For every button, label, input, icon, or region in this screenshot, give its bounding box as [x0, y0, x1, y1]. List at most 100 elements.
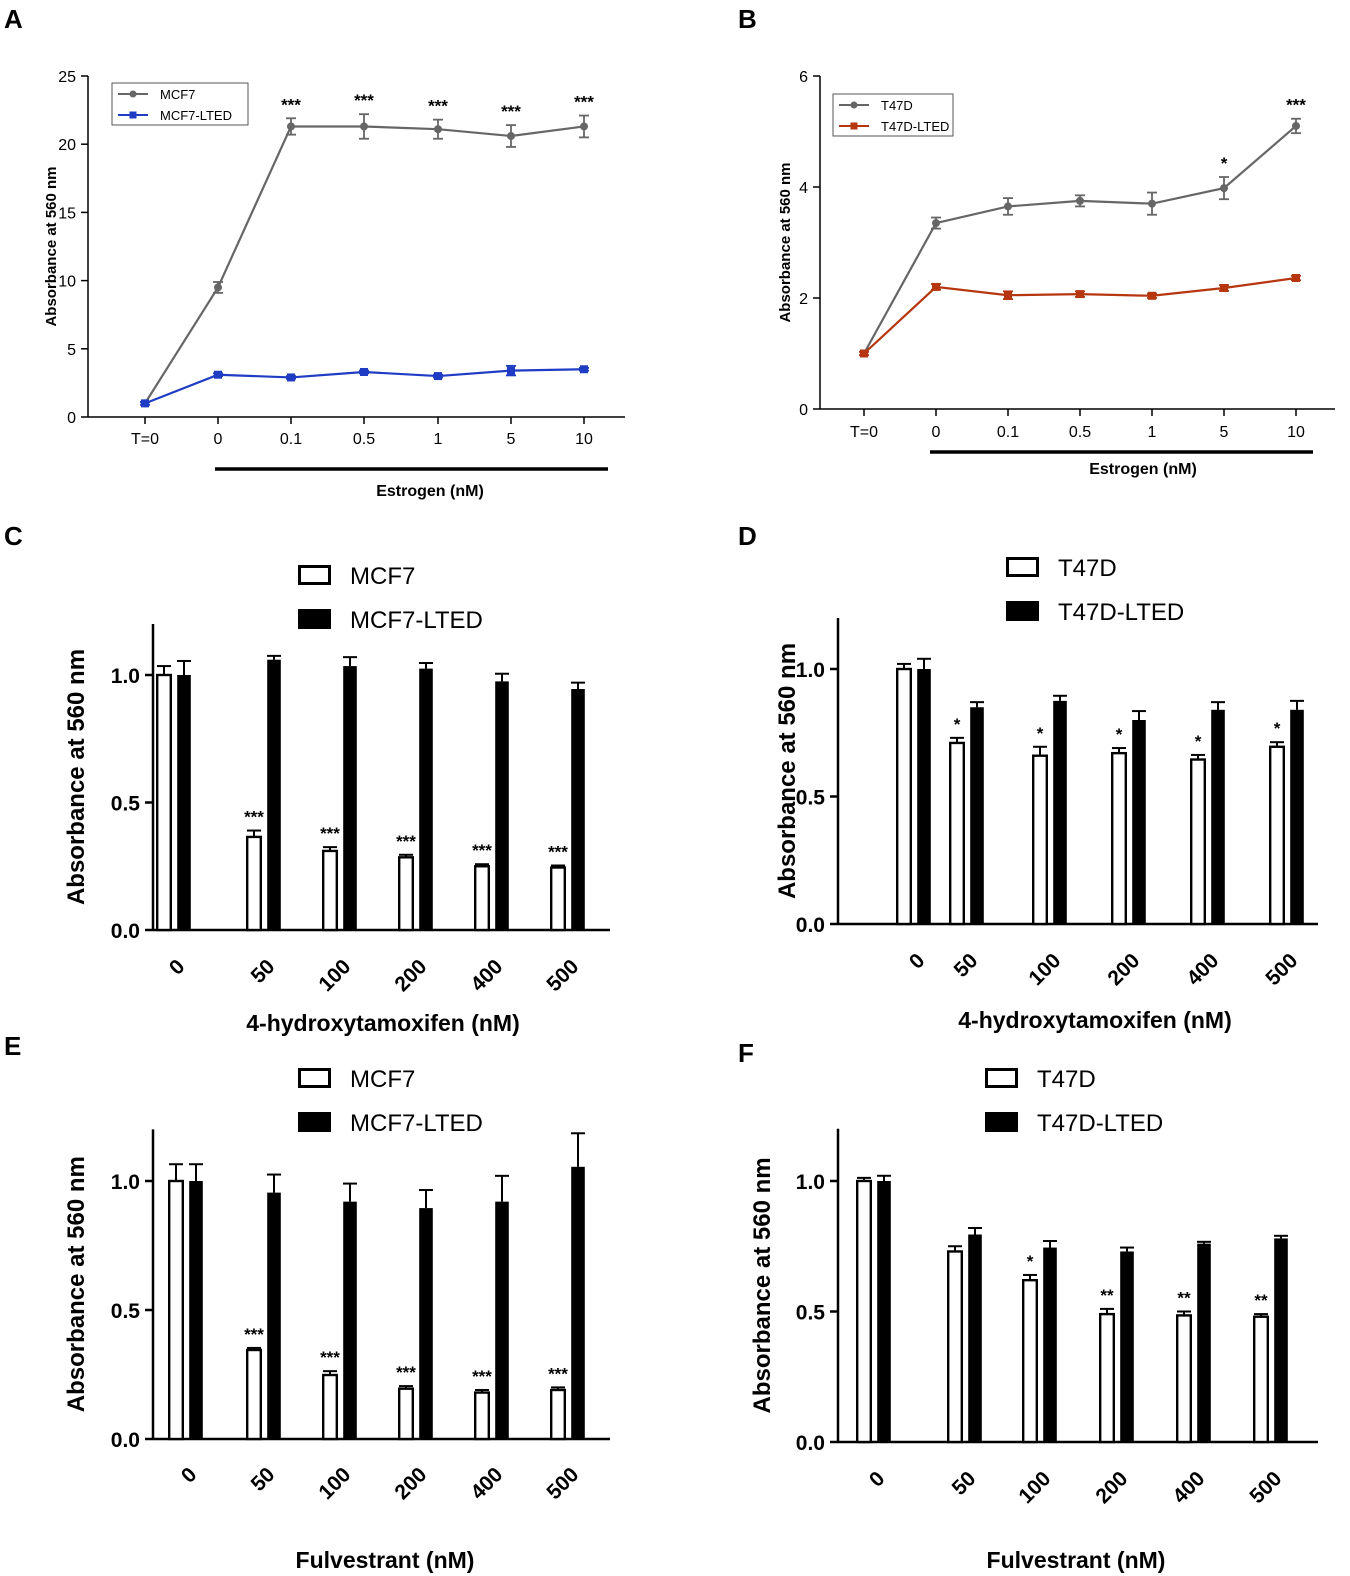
x-tick-label: 0 [865, 1467, 890, 1492]
y-tick-label: 5 [67, 342, 76, 359]
significance-marker: *** [472, 841, 492, 860]
y-tick-label: 0 [67, 410, 76, 427]
data-point-t47d [1148, 199, 1156, 208]
bar-mcf7-lted [343, 666, 357, 930]
y-tick-label: 0.0 [111, 920, 140, 943]
legend-swatch-t47d-lted [985, 1112, 1018, 1132]
bar-t47d-lted [1197, 1243, 1211, 1442]
y-tick-label: 0 [799, 402, 808, 419]
bar-t47d [1110, 751, 1127, 926]
x-tick-label: 10 [1287, 424, 1305, 441]
significance-marker: * [1027, 1252, 1034, 1271]
data-point-t47d [1220, 184, 1228, 193]
bar-mcf7 [398, 856, 415, 932]
x-tick-label: 1 [1148, 424, 1157, 441]
legend-label-mcf7-lted: MCF7-LTED [350, 607, 483, 634]
bar-t47d-lted [1290, 709, 1304, 924]
bar-t47d [896, 667, 913, 926]
y-tick-label: 0.5 [796, 1302, 826, 1325]
bar-mcf7-lted [267, 659, 281, 930]
data-point-mcf7-lted [141, 399, 149, 408]
significance-marker: * [1037, 724, 1044, 743]
bar-t47d-lted [1120, 1251, 1134, 1442]
y-tick-label: 6 [799, 69, 808, 86]
legend-label-mcf7: MCF7 [160, 87, 195, 102]
bar-mcf7 [245, 1348, 262, 1441]
bar-t47d [856, 1179, 873, 1444]
x-tick-label: 5 [1220, 424, 1229, 441]
data-point-mcf7-lted [507, 366, 515, 375]
significance-marker: ** [1100, 1286, 1114, 1305]
chart-panel-b: 0 2 4 6 T=0 0 0.1 0.5 1 5 10 Estrogen (nM) Absorbanc… [777, 69, 1335, 478]
x-axis-label: Estrogen (nM) [376, 483, 484, 500]
bar-t47d-lted [968, 1234, 982, 1442]
bar-mcf7 [550, 1388, 567, 1441]
x-tick-label: 0 [905, 949, 930, 974]
bar-t47d [947, 1250, 964, 1444]
y-tick-label: 0.5 [111, 1300, 141, 1323]
x-tick-label: 1 [434, 431, 443, 448]
x-tick-label: 200 [1091, 1467, 1132, 1508]
bar-t47d-lted [1132, 720, 1146, 924]
series-line-t47d-lted [863, 276, 1297, 355]
legend-label-t47d-lted: T47D-LTED [881, 119, 949, 134]
bar-t47d-lted [1053, 700, 1067, 924]
bar-mcf7 [155, 673, 172, 932]
data-point-t47d-lted [1004, 291, 1012, 300]
panel-label-d: D [738, 521, 757, 551]
x-tick-label: 50 [950, 949, 983, 982]
legend-swatch-mcf7 [298, 1068, 331, 1088]
panel-label-e: E [4, 1031, 21, 1061]
bar-mcf7 [322, 849, 339, 932]
bar-t47d [1098, 1312, 1115, 1444]
legend-marker-t47d-lted [850, 122, 858, 130]
data-point-t47d [1076, 196, 1084, 205]
x-tick-label: 0.5 [1069, 424, 1091, 441]
bar-mcf7-lted [267, 1192, 281, 1439]
bar-mcf7-lted [343, 1201, 357, 1439]
x-tick-label: 100 [314, 955, 355, 996]
bar-t47d-lted [1274, 1238, 1288, 1442]
y-tick-label: 1.0 [111, 665, 140, 688]
data-point-mcf7-lted [360, 367, 368, 376]
data-point-mcf7 [287, 122, 295, 131]
bar-mcf7 [322, 1373, 339, 1441]
x-tick-label: 400 [466, 1463, 507, 1504]
bar-t47d [1022, 1278, 1039, 1444]
x-tick-label: 200 [390, 1463, 431, 1504]
y-tick-label: 1.0 [796, 659, 825, 682]
series-line-mcf7 [144, 125, 585, 404]
significance-marker: *** [1286, 96, 1306, 115]
significance-marker: *** [281, 95, 301, 114]
x-tick-label: T=0 [131, 431, 159, 448]
data-point-t47d-lted [932, 282, 940, 291]
panel-label-a: A [4, 4, 23, 34]
data-point-mcf7 [434, 125, 442, 134]
y-tick-label: 4 [799, 180, 808, 197]
legend-swatch-t47d [1006, 557, 1039, 577]
x-tick-label: 50 [948, 1467, 981, 1500]
significance-marker: ** [1254, 1291, 1268, 1310]
chart-panel-f: 0.0 0.5 1.0 Absorbance at 560 nm Fulvestrant… [749, 1066, 1318, 1573]
data-point-mcf7-lted [287, 373, 295, 382]
legend-swatch-mcf7 [298, 565, 331, 585]
x-tick-label: 5 [507, 431, 516, 448]
bar-t47d [949, 741, 966, 926]
y-tick-label: 2 [799, 291, 808, 308]
bar-mcf7-lted [189, 1181, 203, 1439]
x-tick-label: 500 [542, 1463, 583, 1504]
x-tick-label: 50 [247, 955, 280, 988]
data-point-t47d [1004, 202, 1012, 211]
y-tick-label: 1.0 [111, 1171, 140, 1194]
legend-label-mcf7-lted: MCF7-LTED [160, 108, 232, 123]
x-tick-label: 400 [1168, 1467, 1209, 1508]
bar-mcf7-lted [571, 1166, 585, 1439]
x-tick-label: 100 [1024, 949, 1065, 990]
significance-marker: *** [548, 842, 568, 861]
bar-mcf7 [245, 835, 262, 932]
bar-t47d [1252, 1315, 1269, 1444]
bar-mcf7-lted [495, 681, 509, 930]
